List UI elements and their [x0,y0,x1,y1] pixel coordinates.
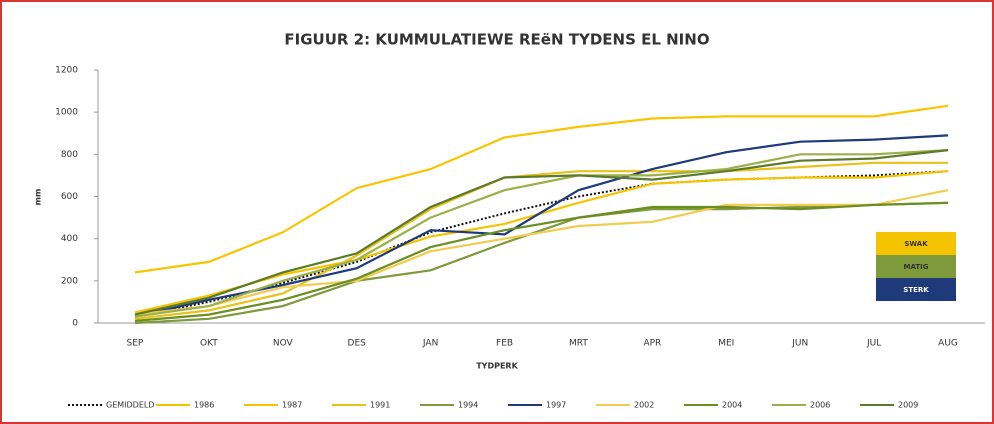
x-tick-label: DES [348,339,367,349]
x-tick-label: SEP [127,339,144,349]
x-tick-label: JAN [422,339,438,349]
legend-label: 2006 [810,401,830,410]
x-tick-label: NOV [273,339,294,349]
key-label: MATIG [904,263,929,271]
legend-label: 1986 [194,401,214,410]
series-line [134,201,949,322]
x-tick-label: MEI [718,339,734,349]
x-tick-label: APR [643,339,661,349]
key-label: STERK [903,286,929,294]
legend-label: 1994 [458,401,478,410]
series-line [134,161,948,320]
legend-label: 1991 [370,401,390,410]
key-box [876,278,956,301]
series-line [134,189,949,316]
legend-label: 2009 [898,401,918,410]
y-tick-label: 400 [61,234,78,244]
x-tick-label: JUL [866,339,881,349]
x-tick-label: OKT [200,339,218,349]
y-tick-label: 1000 [55,108,78,118]
legend-label: 1987 [282,401,302,410]
y-tick-label: 1200 [55,66,78,76]
y-tick-label: 0 [72,319,78,329]
x-tick-label: JUN [791,339,808,349]
series-line [134,134,949,318]
x-tick-label: MRT [569,339,588,349]
legend-label: 2002 [634,401,654,410]
x-tick-label: FEB [496,339,513,349]
y-tick-label: 200 [61,276,78,286]
series-line [134,104,949,274]
series-line [134,201,949,325]
series-line [134,149,949,316]
x-tick-label: AUG [938,339,958,349]
legend-label: GEMIDDELD [106,401,155,410]
series-line [134,149,949,318]
key-box [876,232,956,255]
x-axis-label: TYDPERK [476,362,518,371]
key-label: SWAK [904,240,928,248]
y-axis-label: mm [34,189,43,206]
y-tick-label: 600 [61,192,78,202]
key-box [876,255,956,278]
chart-title: FIGUUR 2: KUMMULATIEWE REëN TYDENS EL NI… [284,31,709,49]
legend-label: 1997 [546,401,566,410]
y-tick-label: 800 [61,150,78,160]
legend-label: 2004 [722,401,742,410]
